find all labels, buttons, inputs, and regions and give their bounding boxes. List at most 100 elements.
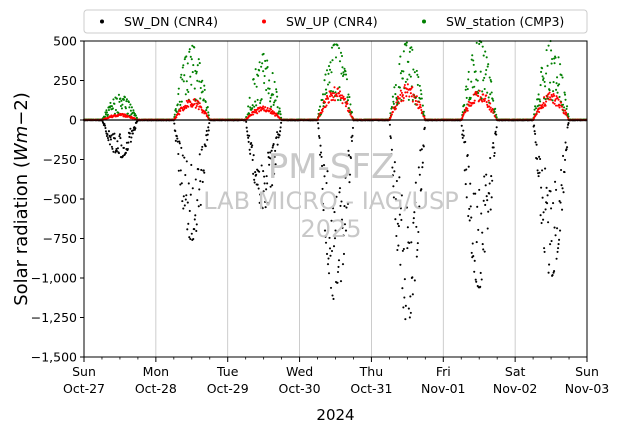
sw-dn-point <box>398 213 401 216</box>
sw-up-point <box>473 99 476 102</box>
sw-up-point <box>411 86 414 89</box>
sw-dn-point <box>394 198 397 201</box>
sw-station-point <box>119 104 122 108</box>
sw-up-point <box>332 96 335 99</box>
sw-dn-point <box>188 209 191 212</box>
sw-station-point <box>107 109 110 112</box>
sw-station-point <box>336 44 339 47</box>
sw-dn-point <box>204 145 207 148</box>
sw-station-point <box>471 54 474 57</box>
sw-up-point <box>560 101 563 104</box>
sw-dn-point <box>192 238 195 241</box>
sw-dn-point <box>336 281 339 284</box>
sw-dn-point <box>479 285 482 288</box>
sw-station-point <box>191 44 194 47</box>
sw-station-point <box>547 44 550 47</box>
sw-dn-point <box>265 175 268 178</box>
sw-dn-point <box>542 211 545 214</box>
sw-dn-point <box>478 188 481 191</box>
sw-station-point <box>186 62 189 65</box>
sw-dn-point <box>251 158 254 161</box>
sw-dn-point <box>183 156 186 159</box>
sw-station-point <box>336 98 340 102</box>
sw-station-point <box>277 112 280 115</box>
sw-dn-point <box>188 236 191 239</box>
sw-station-point <box>121 103 124 106</box>
sw-station-point <box>204 100 207 103</box>
x-tick-label-date: Nov-01 <box>421 381 465 396</box>
sw-station-point <box>422 113 425 116</box>
sw-dn-point <box>129 140 132 143</box>
sw-dn-point <box>494 130 497 133</box>
sw-dn-point <box>489 156 492 160</box>
sw-dn-point <box>180 146 183 149</box>
sw-station-point <box>260 98 263 101</box>
sw-dn-point <box>270 149 273 152</box>
sw-station-point <box>339 99 342 102</box>
sw-dn-point <box>555 188 558 191</box>
sw-station-point <box>180 73 183 76</box>
sw-station-point <box>317 109 321 112</box>
sw-station-point <box>418 84 421 87</box>
sw-station-point <box>556 91 559 94</box>
sw-dn-point <box>118 135 121 138</box>
sw-station-point <box>190 58 193 61</box>
sw-station-point <box>117 93 120 96</box>
sw-station-point <box>201 90 204 93</box>
x-axis: Sun Oct-27 Mon Oct-28 Tue Oct-29 Wed Oct-30 Thu O… <box>63 357 609 396</box>
sw-dn-point <box>350 139 354 143</box>
sw-station-point <box>406 78 409 81</box>
sw-dn-point <box>103 122 106 126</box>
sw-dn-point <box>128 135 131 139</box>
sw-dn-point <box>331 294 334 297</box>
sw-station-point <box>391 95 394 98</box>
sw-dn-point <box>351 134 354 137</box>
sw-up-point <box>414 99 417 103</box>
sw-dn-point <box>128 132 131 135</box>
sw-up-point <box>419 106 422 109</box>
sw-up-point <box>194 106 197 109</box>
sw-station-point <box>393 86 396 89</box>
sw-dn-point <box>484 203 487 206</box>
sw-up-point <box>333 86 336 89</box>
sw-dn-point <box>185 194 188 197</box>
sw-up-point <box>197 100 200 103</box>
sw-dn-point <box>556 227 559 230</box>
sw-up-point <box>548 98 551 101</box>
watermark-line-2: LAB MICRO - IAG/USP <box>203 187 459 215</box>
vertical-gridlines <box>155 41 516 357</box>
sw-dn-point <box>321 202 325 205</box>
sw-station-point <box>565 107 568 110</box>
sw-up-point <box>256 112 259 115</box>
sw-up-point <box>478 89 481 92</box>
sw-station-point <box>473 85 476 88</box>
sw-station-point <box>187 90 190 94</box>
sw-up-point <box>341 102 344 105</box>
sw-station-point <box>421 104 424 107</box>
sw-station-point <box>326 83 330 86</box>
sw-dn-point <box>253 181 256 184</box>
sw-station-point <box>325 91 328 94</box>
sw-station-point <box>123 96 126 99</box>
sw-dn-point <box>540 222 543 225</box>
sw-up-point <box>466 107 469 110</box>
sw-dn-point <box>329 286 333 289</box>
sw-up-point <box>390 113 393 116</box>
sw-dn-point <box>316 122 320 125</box>
sw-station-point <box>465 96 468 99</box>
x-tick-label-day: Sun <box>72 364 96 379</box>
sw-station-point <box>206 106 209 109</box>
sw-dn-point <box>187 182 190 185</box>
sw-dn-point <box>120 144 123 147</box>
sw-station-point <box>104 113 108 116</box>
sw-dn-point <box>181 200 184 203</box>
sw-dn-point <box>475 280 478 283</box>
sw-up-point <box>408 95 411 98</box>
sw-dn-point <box>342 234 345 237</box>
sw-station-point <box>346 96 349 99</box>
sw-station-point <box>181 78 184 81</box>
sw-station-point <box>280 116 283 119</box>
sw-dn-point <box>322 209 325 212</box>
sw-station-point <box>413 71 416 74</box>
sw-station-point <box>481 45 484 48</box>
